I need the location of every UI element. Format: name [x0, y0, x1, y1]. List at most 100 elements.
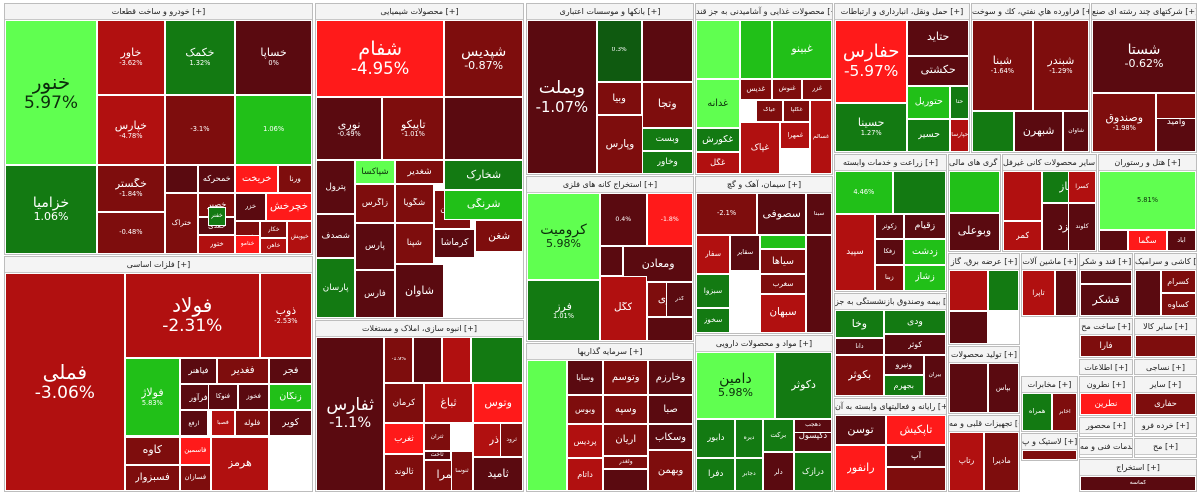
stock-tile[interactable]: کرومیت 5.98% — [527, 193, 601, 281]
stock-tile[interactable] — [1099, 230, 1129, 251]
stock-tile[interactable]: خساپا 0% — [235, 20, 312, 95]
stock-tile[interactable]: غسالم — [810, 100, 832, 174]
stock-tile[interactable]: خریخت — [235, 165, 279, 194]
stock-tile[interactable]: سبزوا — [696, 274, 730, 308]
stock-tile[interactable]: کوثر — [883, 334, 946, 355]
stock-tile[interactable]: کساوه — [1160, 293, 1196, 316]
stock-tile[interactable]: غنوش — [772, 78, 803, 101]
stock-tile[interactable]: غبینو — [772, 20, 832, 79]
stock-tile[interactable] — [886, 466, 946, 491]
stock-tile[interactable] — [759, 235, 807, 249]
sector-header-pharma[interactable]: مواد و محصولات دارویی [+] — [696, 336, 832, 352]
stock-tile[interactable]: ونیرو — [883, 354, 924, 376]
stock-tile[interactable] — [444, 97, 523, 161]
stock-tile[interactable]: سپید — [835, 214, 875, 291]
sector-header-textile[interactable]: نساجی [+] — [1135, 360, 1196, 374]
sector-header-auto[interactable]: خودرو و ساخت قطعات [+] — [5, 4, 312, 20]
stock-tile[interactable]: شرنگی — [444, 189, 523, 220]
stock-tile[interactable]: سگما — [1128, 230, 1167, 251]
stock-tile[interactable]: پردیس — [566, 424, 604, 459]
stock-tile[interactable]: پارس — [355, 222, 395, 271]
stock-tile[interactable]: خزامیا 1.06% — [5, 165, 98, 254]
stock-tile[interactable] — [164, 165, 199, 194]
stock-tile[interactable]: صبا — [648, 395, 693, 425]
stock-tile[interactable]: 4.46% — [835, 171, 893, 215]
stock-tile[interactable] — [949, 270, 988, 311]
sector-header-nonmetalmine[interactable]: سایر [+] — [1135, 377, 1196, 393]
stock-tile[interactable]: فخوز — [238, 384, 269, 411]
stock-tile[interactable]: سیاها — [759, 249, 807, 275]
stock-tile[interactable]: غگل — [696, 152, 740, 174]
stock-tile[interactable]: سقاير — [730, 235, 760, 272]
stock-tile[interactable]: زنگان — [269, 384, 312, 411]
stock-tile[interactable]: توسن — [835, 415, 887, 446]
stock-tile[interactable]: دیره — [735, 418, 763, 458]
stock-tile[interactable]: ومعادن — [623, 246, 693, 282]
sector-header-ceramic[interactable]: کاشی و سرامیک [+] — [1135, 254, 1196, 270]
sector-header-nonmetal[interactable]: سایر محصولات کانی غیرفل [+] — [1003, 155, 1096, 171]
stock-tile[interactable]: زدشت — [903, 239, 946, 265]
stock-tile[interactable]: ولغدر — [603, 455, 649, 469]
sector-header-telecom[interactable]: اطلاعات [+] — [1080, 360, 1132, 374]
stock-tile[interactable] — [600, 246, 624, 276]
stock-tile[interactable]: وبوعلی — [949, 212, 1000, 251]
sector-header-misc[interactable]: تجهیزات قلبی و مه [+] — [949, 416, 1019, 432]
stock-tile[interactable]: شستا -0.62% — [1092, 20, 1196, 93]
stock-tile[interactable]: فنوکا — [207, 384, 239, 411]
stock-tile[interactable] — [739, 20, 773, 79]
sector-header-electronics[interactable]: تولید محصولات [+] — [949, 347, 1019, 363]
stock-tile[interactable]: کگل — [600, 275, 647, 341]
stock-tile[interactable]: شغدیر — [394, 160, 445, 184]
stock-tile[interactable]: زقیام — [903, 214, 946, 240]
stock-tile[interactable]: غپاک — [739, 121, 781, 174]
stock-tile[interactable] — [1080, 434, 1132, 436]
stock-tile[interactable]: ثرود — [500, 423, 523, 458]
stock-tile[interactable]: درازک — [793, 452, 832, 491]
stock-tile[interactable]: دامین 5.98% — [696, 352, 775, 419]
stock-tile[interactable]: فملی -3.06% — [5, 273, 125, 491]
stock-tile[interactable]: آپ — [886, 445, 946, 467]
sector-header-machines[interactable]: ماشین آلات [+] — [1022, 254, 1077, 270]
stock-tile[interactable]: غگلپا — [783, 100, 811, 122]
stock-tile[interactable]: شصدف — [316, 213, 356, 259]
stock-tile[interactable]: خکار — [259, 221, 288, 238]
stock-tile[interactable]: فسبزوار — [124, 464, 180, 491]
stock-tile[interactable]: رانفور — [835, 445, 887, 491]
stock-tile[interactable]: سصوفی — [757, 193, 807, 235]
stock-tile[interactable]: وسایا — [566, 360, 604, 396]
sector-header-tile[interactable]: محصور [+] — [1080, 418, 1132, 434]
stock-tile[interactable]: وسپه — [603, 395, 649, 425]
stock-tile[interactable]: ثتران — [423, 423, 451, 451]
stock-tile[interactable] — [1080, 455, 1132, 457]
stock-tile[interactable]: -1.9% — [384, 337, 414, 384]
stock-tile[interactable]: حتوریل — [907, 86, 951, 119]
stock-tile[interactable]: ذوب -2.53% — [259, 273, 312, 359]
stock-tile[interactable]: ودی — [883, 310, 946, 335]
stock-tile[interactable]: کویر — [269, 410, 312, 437]
stock-tile[interactable]: خاور -3.62% — [97, 20, 165, 95]
stock-tile[interactable]: حتاید — [907, 20, 969, 56]
stock-tile[interactable]: زاگرس — [355, 183, 395, 223]
stock-tile[interactable]: ختور — [198, 235, 236, 254]
stock-tile[interactable]: کرمان — [384, 383, 424, 424]
sector-header-invest[interactable]: سرمایه گذاریها [+] — [527, 344, 693, 360]
stock-tile[interactable]: ثفارس -1.1% — [316, 337, 385, 491]
stock-tile[interactable]: 0.3% — [596, 20, 642, 82]
sector-header-paper[interactable]: لاستیک و پ [+] — [1022, 434, 1077, 450]
stock-tile[interactable]: وخارزم — [648, 360, 693, 396]
stock-tile[interactable]: وتجا — [641, 81, 693, 128]
stock-tile[interactable]: -1.8% — [646, 193, 693, 247]
stock-tile[interactable]: کماسه — [1080, 476, 1196, 491]
stock-tile[interactable]: تاپیکو -1.01% — [382, 97, 445, 161]
sector-header-buildingmat[interactable]: سایر کالا [+] — [1135, 319, 1196, 335]
stock-tile[interactable]: همراه — [1022, 393, 1053, 431]
stock-tile[interactable]: حفارس -5.97% — [835, 20, 908, 104]
stock-tile[interactable]: برکت — [762, 418, 794, 453]
stock-tile[interactable]: آریان — [603, 424, 649, 456]
stock-tile[interactable] — [1003, 171, 1043, 221]
stock-tile[interactable]: پترول — [316, 160, 356, 214]
stock-tile[interactable]: عیاک — [755, 100, 784, 122]
stock-tile[interactable]: کاوه — [124, 436, 180, 465]
stock-tile[interactable]: کدر — [666, 281, 693, 318]
stock-tile[interactable]: رتاپ — [949, 432, 984, 491]
